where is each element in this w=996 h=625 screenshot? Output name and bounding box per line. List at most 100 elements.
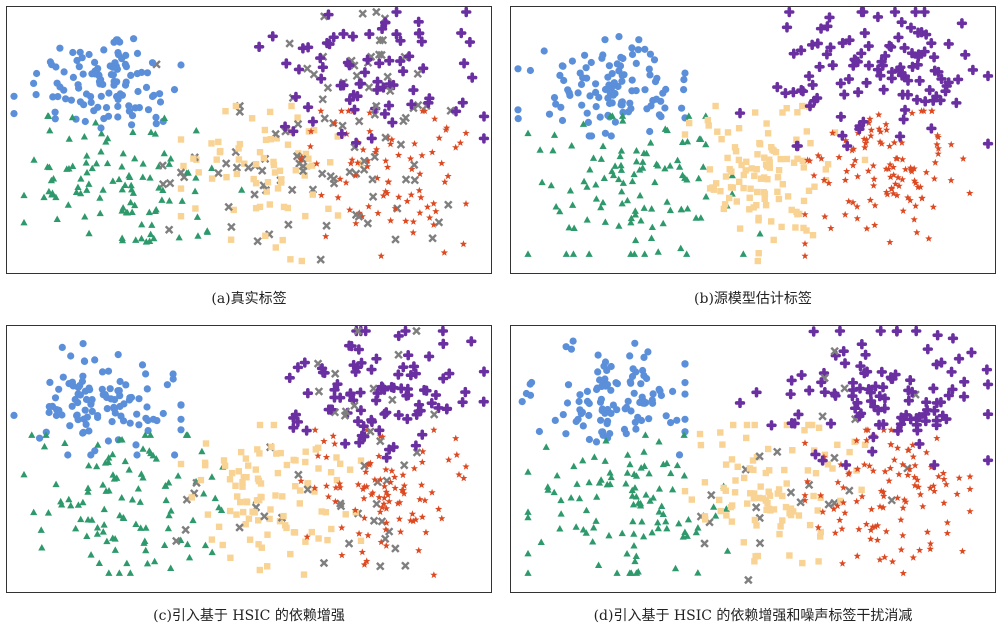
data-point-square [778, 156, 784, 162]
data-point-square [792, 224, 798, 230]
data-point-square [273, 450, 279, 456]
data-point-square [716, 497, 722, 503]
data-point-square [763, 202, 769, 208]
data-point-square [736, 179, 742, 185]
data-point-square [287, 256, 293, 262]
data-point-square [284, 462, 290, 468]
data-point-circle [649, 397, 656, 404]
data-point-circle [599, 51, 606, 58]
data-point-square [743, 159, 749, 165]
data-point-circle [105, 437, 112, 444]
data-point-square [757, 141, 763, 147]
data-point-square [291, 529, 297, 535]
data-point-circle [597, 399, 604, 406]
data-point-square [255, 541, 261, 547]
data-point-square [275, 185, 281, 191]
data-point-square [255, 517, 261, 523]
data-point-circle [170, 375, 177, 382]
data-point-circle [594, 385, 601, 392]
data-point-circle [621, 426, 628, 433]
data-point-circle [110, 71, 117, 78]
data-point-square [789, 207, 795, 213]
data-point-circle [177, 61, 184, 68]
data-point-square [718, 508, 724, 514]
data-point-square [689, 496, 695, 502]
data-point-square [753, 202, 759, 208]
data-point-circle [70, 74, 77, 81]
data-point-circle [110, 404, 117, 411]
data-point-square [302, 213, 308, 219]
data-point-square [245, 462, 251, 468]
data-point-circle [584, 398, 591, 405]
data-point-square [740, 185, 746, 191]
data-point-square [299, 258, 305, 264]
data-point-circle [632, 426, 639, 433]
data-point-square [209, 175, 215, 181]
data-point-square [714, 129, 720, 135]
data-point-square [198, 477, 204, 483]
data-point-circle [609, 70, 616, 77]
data-point-square [752, 422, 758, 428]
data-point-circle [89, 396, 96, 403]
data-point-circle [634, 414, 641, 421]
data-point-circle [617, 54, 624, 61]
data-point-square [267, 506, 273, 512]
data-point-square [209, 536, 215, 542]
data-point-circle [556, 72, 563, 79]
data-point-square [257, 422, 263, 428]
data-point-square [858, 487, 864, 493]
data-point-circle [618, 99, 625, 106]
data-point-circle [91, 356, 98, 363]
data-point-circle [611, 79, 618, 86]
data-point-circle [91, 59, 98, 66]
data-point-circle [113, 36, 120, 43]
data-point-circle [88, 99, 95, 106]
data-point-square [810, 232, 816, 238]
data-point-square [785, 193, 791, 199]
data-point-square [267, 201, 273, 207]
data-point-square [751, 495, 757, 501]
data-point-square [779, 493, 785, 499]
data-point-square [205, 511, 211, 517]
data-point-circle [52, 394, 59, 401]
data-point-square [763, 470, 769, 476]
data-point-circle [134, 50, 141, 57]
data-point-circle [584, 388, 591, 395]
data-point-square [807, 140, 813, 146]
data-point-circle [627, 105, 634, 112]
data-point-square [788, 512, 794, 518]
data-point-circle [680, 76, 687, 83]
data-point-square [278, 179, 284, 185]
data-point-circle [629, 77, 636, 84]
data-point-square [264, 188, 270, 194]
data-point-circle [103, 104, 110, 111]
data-point-circle [105, 90, 112, 97]
data-point-square [755, 258, 761, 264]
data-point-circle [153, 120, 160, 127]
data-point-circle [597, 417, 604, 424]
data-point-circle [52, 115, 59, 122]
data-point-square [768, 144, 774, 150]
data-point-square [315, 465, 321, 471]
data-point-circle [585, 412, 592, 419]
data-point-square [724, 155, 730, 161]
data-point-circle [631, 390, 638, 397]
data-point-circle [128, 121, 135, 128]
data-point-circle [681, 70, 688, 77]
data-point-square [765, 446, 771, 452]
data-point-circle [586, 132, 593, 139]
data-point-circle [656, 111, 663, 118]
data-point-square [774, 189, 780, 195]
data-point-square [818, 529, 824, 535]
data-point-circle [143, 84, 150, 91]
data-point-circle [177, 426, 184, 433]
data-point-square [313, 446, 319, 452]
data-point-square [846, 449, 852, 455]
data-point-square [702, 516, 708, 522]
data-point-circle [640, 354, 647, 361]
data-point-circle [646, 128, 653, 135]
scatter-plot-d [510, 325, 996, 593]
data-point-circle [145, 106, 152, 113]
data-point-circle [114, 49, 121, 56]
data-point-circle [52, 63, 59, 70]
